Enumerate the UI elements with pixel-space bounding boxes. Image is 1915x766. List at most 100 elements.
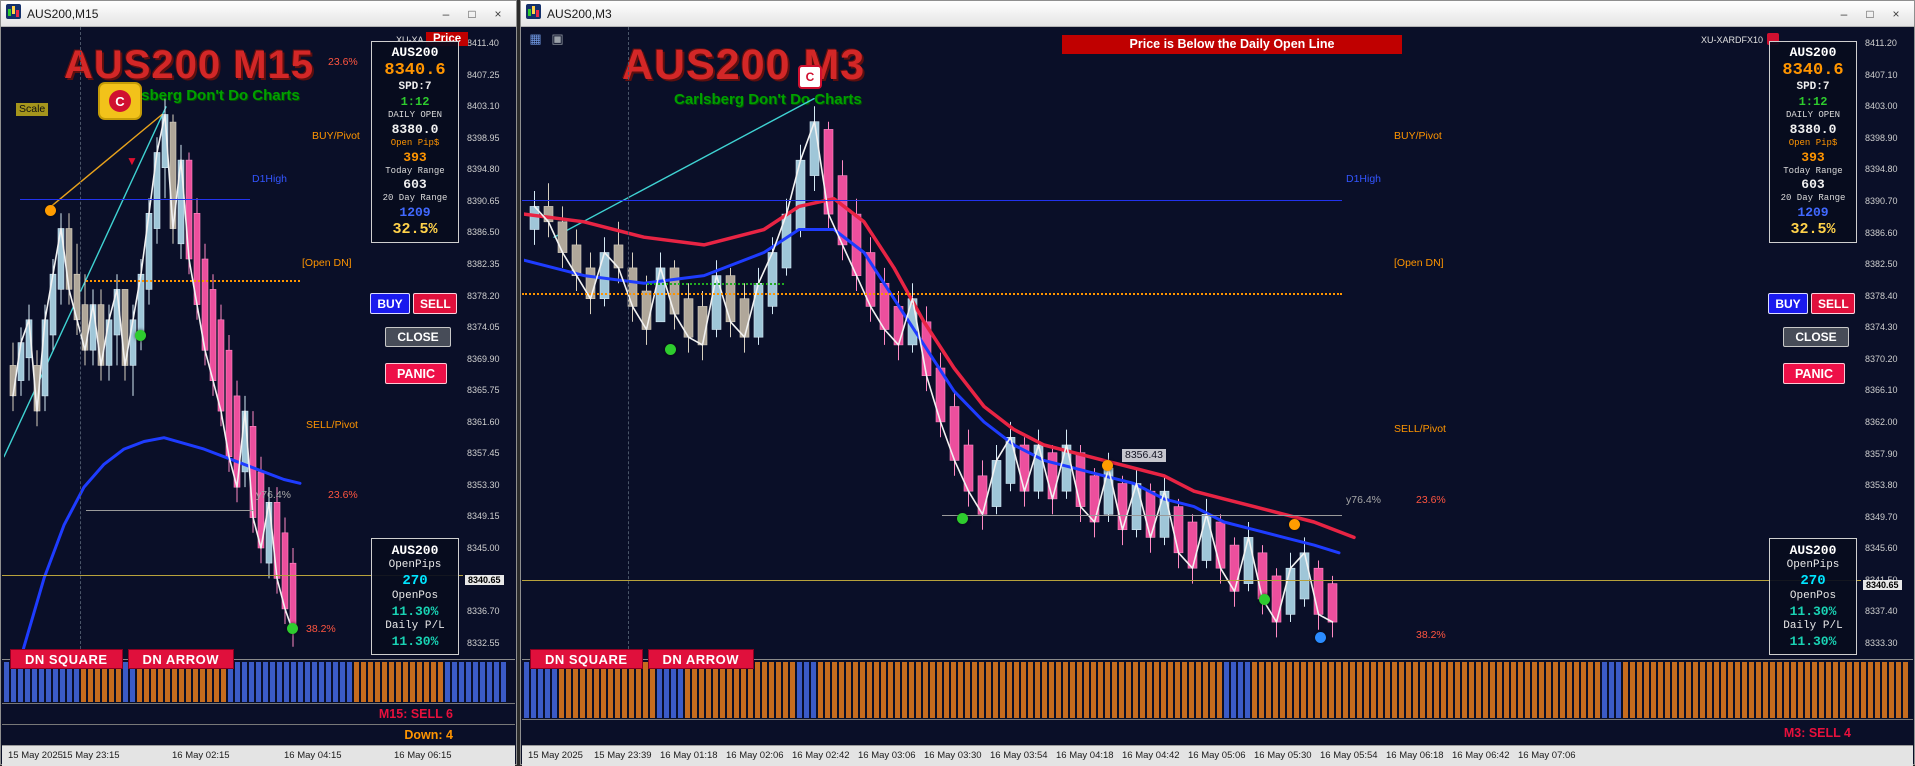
signal-text: Down: 4: [404, 728, 453, 742]
histogram-bar: [937, 662, 942, 718]
histogram-bar: [1315, 662, 1320, 718]
titlebar[interactable]: AUS200,M3 – □ ×: [521, 1, 1914, 27]
chart-area[interactable]: AUS200 M3 Carlsberg Don't Do Charts C BUY…: [522, 27, 1913, 659]
histogram-bar: [531, 662, 536, 718]
histogram-bar: [298, 662, 303, 702]
info-row: 1209: [1797, 205, 1829, 221]
histogram-bar: [326, 662, 331, 702]
histogram-bar: [1161, 662, 1166, 718]
histogram-bar: [1420, 662, 1425, 718]
price-tick: 8357.45: [467, 448, 500, 459]
histogram-bar: [1728, 662, 1733, 718]
histogram-bar: [1686, 662, 1691, 718]
price-tick: 8386.50: [467, 227, 500, 238]
histogram-bar: [46, 662, 51, 702]
dn-arrow-button[interactable]: DN ARROW: [647, 649, 754, 669]
panic-button[interactable]: PANIC: [1783, 363, 1845, 384]
signal-text: M15: SELL 6: [378, 707, 453, 721]
histogram-bar: [312, 662, 317, 702]
histogram-bar: [480, 662, 485, 702]
price-tick: 8369.90: [467, 353, 500, 364]
buy-button[interactable]: BUY: [370, 293, 410, 314]
time-label: 15 May 23:39: [594, 750, 652, 761]
histogram-bar: [1875, 662, 1880, 718]
maximize-button[interactable]: □: [468, 6, 476, 21]
histogram-bar: [1798, 662, 1803, 718]
chart-area[interactable]: AUS200 M15 Carlsberg Don't Do Charts C ▼ S…: [2, 27, 515, 659]
sell-button[interactable]: SELL: [413, 293, 457, 314]
close-button[interactable]: ×: [494, 6, 502, 21]
histogram-bar: [1308, 662, 1313, 718]
histogram-bar: [1392, 662, 1397, 718]
sell-button[interactable]: SELL: [1811, 293, 1855, 314]
dn-square-button[interactable]: DN SQUARE: [10, 649, 123, 669]
panic-button[interactable]: PANIC: [385, 363, 447, 384]
close-trades-button[interactable]: CLOSE: [385, 327, 451, 347]
fib-764-line: [942, 514, 1342, 516]
time-label: 16 May 05:06: [1188, 750, 1246, 761]
histogram-bar: [1266, 662, 1271, 718]
histogram-bar: [1595, 662, 1600, 718]
histogram-bar: [755, 662, 760, 718]
price-tick: 8337.40: [1865, 606, 1898, 617]
grid-view-icon[interactable]: ▦: [529, 31, 542, 46]
histogram-bar: [580, 662, 585, 718]
histogram-bar: [1441, 662, 1446, 718]
histogram-bar: [60, 662, 65, 702]
buy-button[interactable]: BUY: [1768, 293, 1808, 314]
histogram-bar: [1189, 662, 1194, 718]
time-label: 16 May 06:15: [394, 750, 452, 761]
open-position-panel: AUS200 OpenPips 270 OpenPos 11.30% Daily P/L 1…: [371, 538, 459, 655]
minimize-button[interactable]: –: [442, 6, 450, 21]
window-controls: – □ ×: [433, 4, 511, 24]
time-axis[interactable]: 15 May 2025 15 May 23:39 16 May 01:18 16 Ma…: [522, 745, 1913, 766]
histogram-bar: [1819, 662, 1824, 718]
histogram-bar: [1238, 662, 1243, 718]
price-axis[interactable]: 8411.20 8407.10 8403.00 8398.90 8394.80 8390.…: [1861, 27, 1913, 659]
histogram-bar: [1385, 662, 1390, 718]
d1high-line: [20, 199, 250, 201]
green-dot: [1259, 594, 1270, 605]
histogram-bar: [1245, 662, 1250, 718]
histogram-bar: [1210, 662, 1215, 718]
time-label: 16 May 02:42: [792, 750, 850, 761]
close-button[interactable]: ×: [1892, 6, 1900, 21]
histogram-bar: [438, 662, 443, 702]
histogram-bar: [678, 662, 683, 718]
open-position-panel: AUS200 OpenPips 270 OpenPos 11.30% Daily P/L 1…: [1769, 538, 1857, 655]
dn-square-button[interactable]: DN SQUARE: [530, 649, 643, 669]
daily-open-line: [522, 293, 1342, 296]
histogram-bar: [186, 662, 191, 702]
histogram-bar: [846, 662, 851, 718]
signal-histogram: [2, 660, 515, 703]
time-label: 16 May 06:18: [1386, 750, 1444, 761]
histogram-bar: [1777, 662, 1782, 718]
close-trades-button[interactable]: CLOSE: [1783, 327, 1849, 347]
position-row: 11.30%: [391, 633, 439, 649]
histogram-bar: [424, 662, 429, 702]
titlebar[interactable]: AUS200,M15 – □ ×: [1, 1, 516, 27]
time-axis[interactable]: 15 May 2025 15 May 23:15 16 May 02:15 16 Ma…: [2, 745, 515, 766]
minimize-button[interactable]: –: [1840, 6, 1848, 21]
info-row: 8340.6: [384, 61, 446, 81]
histogram-bar: [1770, 662, 1775, 718]
histogram-bar: [1483, 662, 1488, 718]
histogram-bar: [804, 662, 809, 718]
price-tick: 8382.50: [1865, 259, 1898, 270]
histogram-bar: [1763, 662, 1768, 718]
histogram-bar: [944, 662, 949, 718]
position-row: 11.30%: [391, 604, 439, 620]
price-tick: 8370.20: [1865, 353, 1898, 364]
scale-badge: Scale: [16, 102, 49, 116]
dn-arrow-button[interactable]: DN ARROW: [127, 649, 234, 669]
histogram-bar: [1056, 662, 1061, 718]
histogram-bar: [1742, 662, 1747, 718]
maximize-button[interactable]: □: [1866, 6, 1874, 21]
price-axis[interactable]: 8411.40 8407.25 8403.10 8398.95 8394.80 8390.…: [463, 27, 515, 659]
histogram-bar: [1588, 662, 1593, 718]
histogram-bar: [102, 662, 107, 702]
info-row: 1:12: [400, 95, 430, 110]
snapshot-icon[interactable]: ▣: [551, 31, 564, 46]
histogram-bar: [748, 662, 753, 718]
histogram-bar: [1126, 662, 1131, 718]
